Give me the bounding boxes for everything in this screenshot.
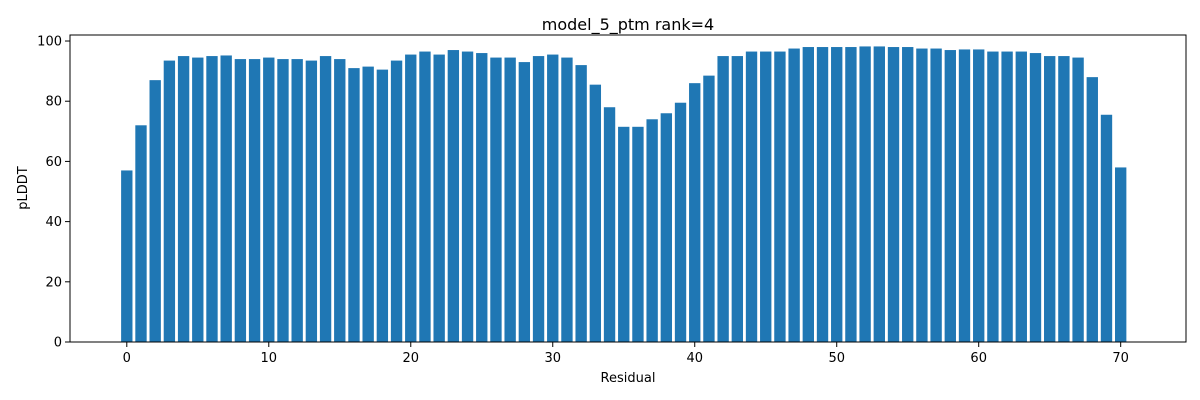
- bar-residue-45: [760, 51, 772, 342]
- bar-residue-38: [660, 113, 673, 342]
- bar-residue-29: [532, 56, 545, 342]
- bar-residue-48: [802, 47, 814, 342]
- plot-frame: [69, 34, 1187, 343]
- x-tick-label: 60: [970, 351, 987, 366]
- bar-residue-16: [348, 68, 360, 342]
- bar-residue-61: [987, 51, 999, 342]
- bar-residue-44: [745, 51, 758, 342]
- x-tick-label: 40: [686, 351, 703, 366]
- bar-residue-51: [845, 47, 857, 342]
- bar-residue-5: [192, 57, 204, 343]
- bar-residue-52: [859, 46, 871, 342]
- bar-residue-50: [831, 47, 843, 342]
- bar-residue-63: [1015, 51, 1027, 342]
- bar-residue-8: [234, 59, 247, 342]
- bar-residue-22: [433, 54, 445, 343]
- bar-residue-40: [689, 83, 701, 342]
- bar-residue-32: [575, 65, 587, 343]
- bar-residue-62: [1001, 51, 1013, 342]
- bar-residue-55: [902, 47, 914, 342]
- x-tick-label: 70: [1112, 351, 1129, 366]
- bar-residue-7: [220, 55, 232, 342]
- bar-residue-49: [816, 47, 829, 342]
- bar-residue-57: [930, 48, 942, 342]
- bar-residue-68: [1086, 77, 1098, 342]
- bar-residue-14: [319, 56, 332, 342]
- bar-residue-59: [958, 49, 971, 343]
- bar-residue-0: [121, 170, 133, 342]
- bar-residue-12: [291, 59, 303, 342]
- x-tick-label: 0: [123, 351, 131, 366]
- bar-residue-21: [419, 51, 431, 342]
- x-axis-label: Residual: [601, 371, 656, 386]
- bar-residue-46: [774, 51, 786, 342]
- bar-residue-56: [916, 48, 928, 342]
- bar-residue-1: [135, 125, 147, 342]
- x-axis-ticks: 0 10 20 30 40 50 60 70: [123, 342, 1129, 366]
- bar-residue-26: [490, 57, 502, 343]
- bar-residue-2: [149, 80, 161, 342]
- x-tick-label: 30: [544, 351, 561, 366]
- bar-residue-34: [603, 107, 616, 342]
- y-tick-label: 60: [45, 155, 62, 170]
- bar-residue-66: [1058, 56, 1070, 342]
- bar-residue-15: [334, 59, 346, 342]
- bar-residue-43: [731, 56, 744, 342]
- bar-residue-30: [547, 54, 559, 343]
- bar-residue-9: [248, 59, 261, 342]
- bar-residue-70: [1115, 167, 1127, 342]
- bar-residue-10: [263, 57, 275, 343]
- bar-residue-42: [717, 56, 729, 342]
- bar-residue-65: [1044, 56, 1056, 342]
- bar-residue-39: [674, 102, 687, 343]
- y-tick-label: 40: [45, 215, 62, 230]
- y-tick-label: 100: [37, 35, 62, 50]
- bar-residue-33: [589, 84, 602, 342]
- bar-residue-11: [277, 59, 289, 342]
- bar-residue-31: [561, 57, 573, 343]
- bar-residue-27: [504, 57, 516, 343]
- bar-residue-24: [461, 51, 474, 342]
- bar-residue-20: [405, 54, 417, 343]
- bar-residue-23: [447, 50, 460, 343]
- bar-residue-19: [390, 60, 403, 342]
- bar-residue-64: [1029, 53, 1042, 342]
- x-tick-label: 20: [402, 351, 419, 366]
- bar-residue-36: [632, 126, 644, 343]
- bar-residue-3: [163, 60, 176, 342]
- bar-residue-4: [177, 56, 190, 342]
- bar-residue-54: [887, 47, 900, 342]
- bar-residue-58: [944, 50, 956, 343]
- bar-residue-6: [206, 56, 218, 342]
- bar-residue-53: [873, 46, 885, 342]
- bar-residue-60: [973, 49, 985, 343]
- x-tick-label: 10: [261, 351, 278, 366]
- bar-residue-69: [1100, 114, 1113, 343]
- bar-residue-28: [518, 62, 531, 343]
- x-tick-label: 50: [828, 351, 845, 366]
- y-tick-label: 0: [54, 336, 62, 351]
- y-axis-ticks: 0 20 40 60 80 100: [37, 35, 70, 351]
- bar-residue-18: [376, 69, 389, 343]
- bar-residue-25: [476, 53, 488, 342]
- bar-residue-17: [362, 66, 374, 343]
- y-tick-label: 80: [45, 95, 62, 110]
- bar-residue-41: [703, 75, 715, 342]
- bar-residue-37: [646, 119, 658, 343]
- bars-group: [121, 46, 1127, 343]
- bar-residue-67: [1072, 57, 1084, 343]
- bar-residue-35: [618, 126, 630, 343]
- chart-title: model_5_ptm rank=4: [542, 15, 714, 35]
- y-tick-label: 20: [45, 275, 62, 290]
- bar-residue-13: [305, 60, 318, 342]
- y-axis-label: pLDDT: [16, 166, 31, 210]
- bar-residue-47: [788, 48, 800, 342]
